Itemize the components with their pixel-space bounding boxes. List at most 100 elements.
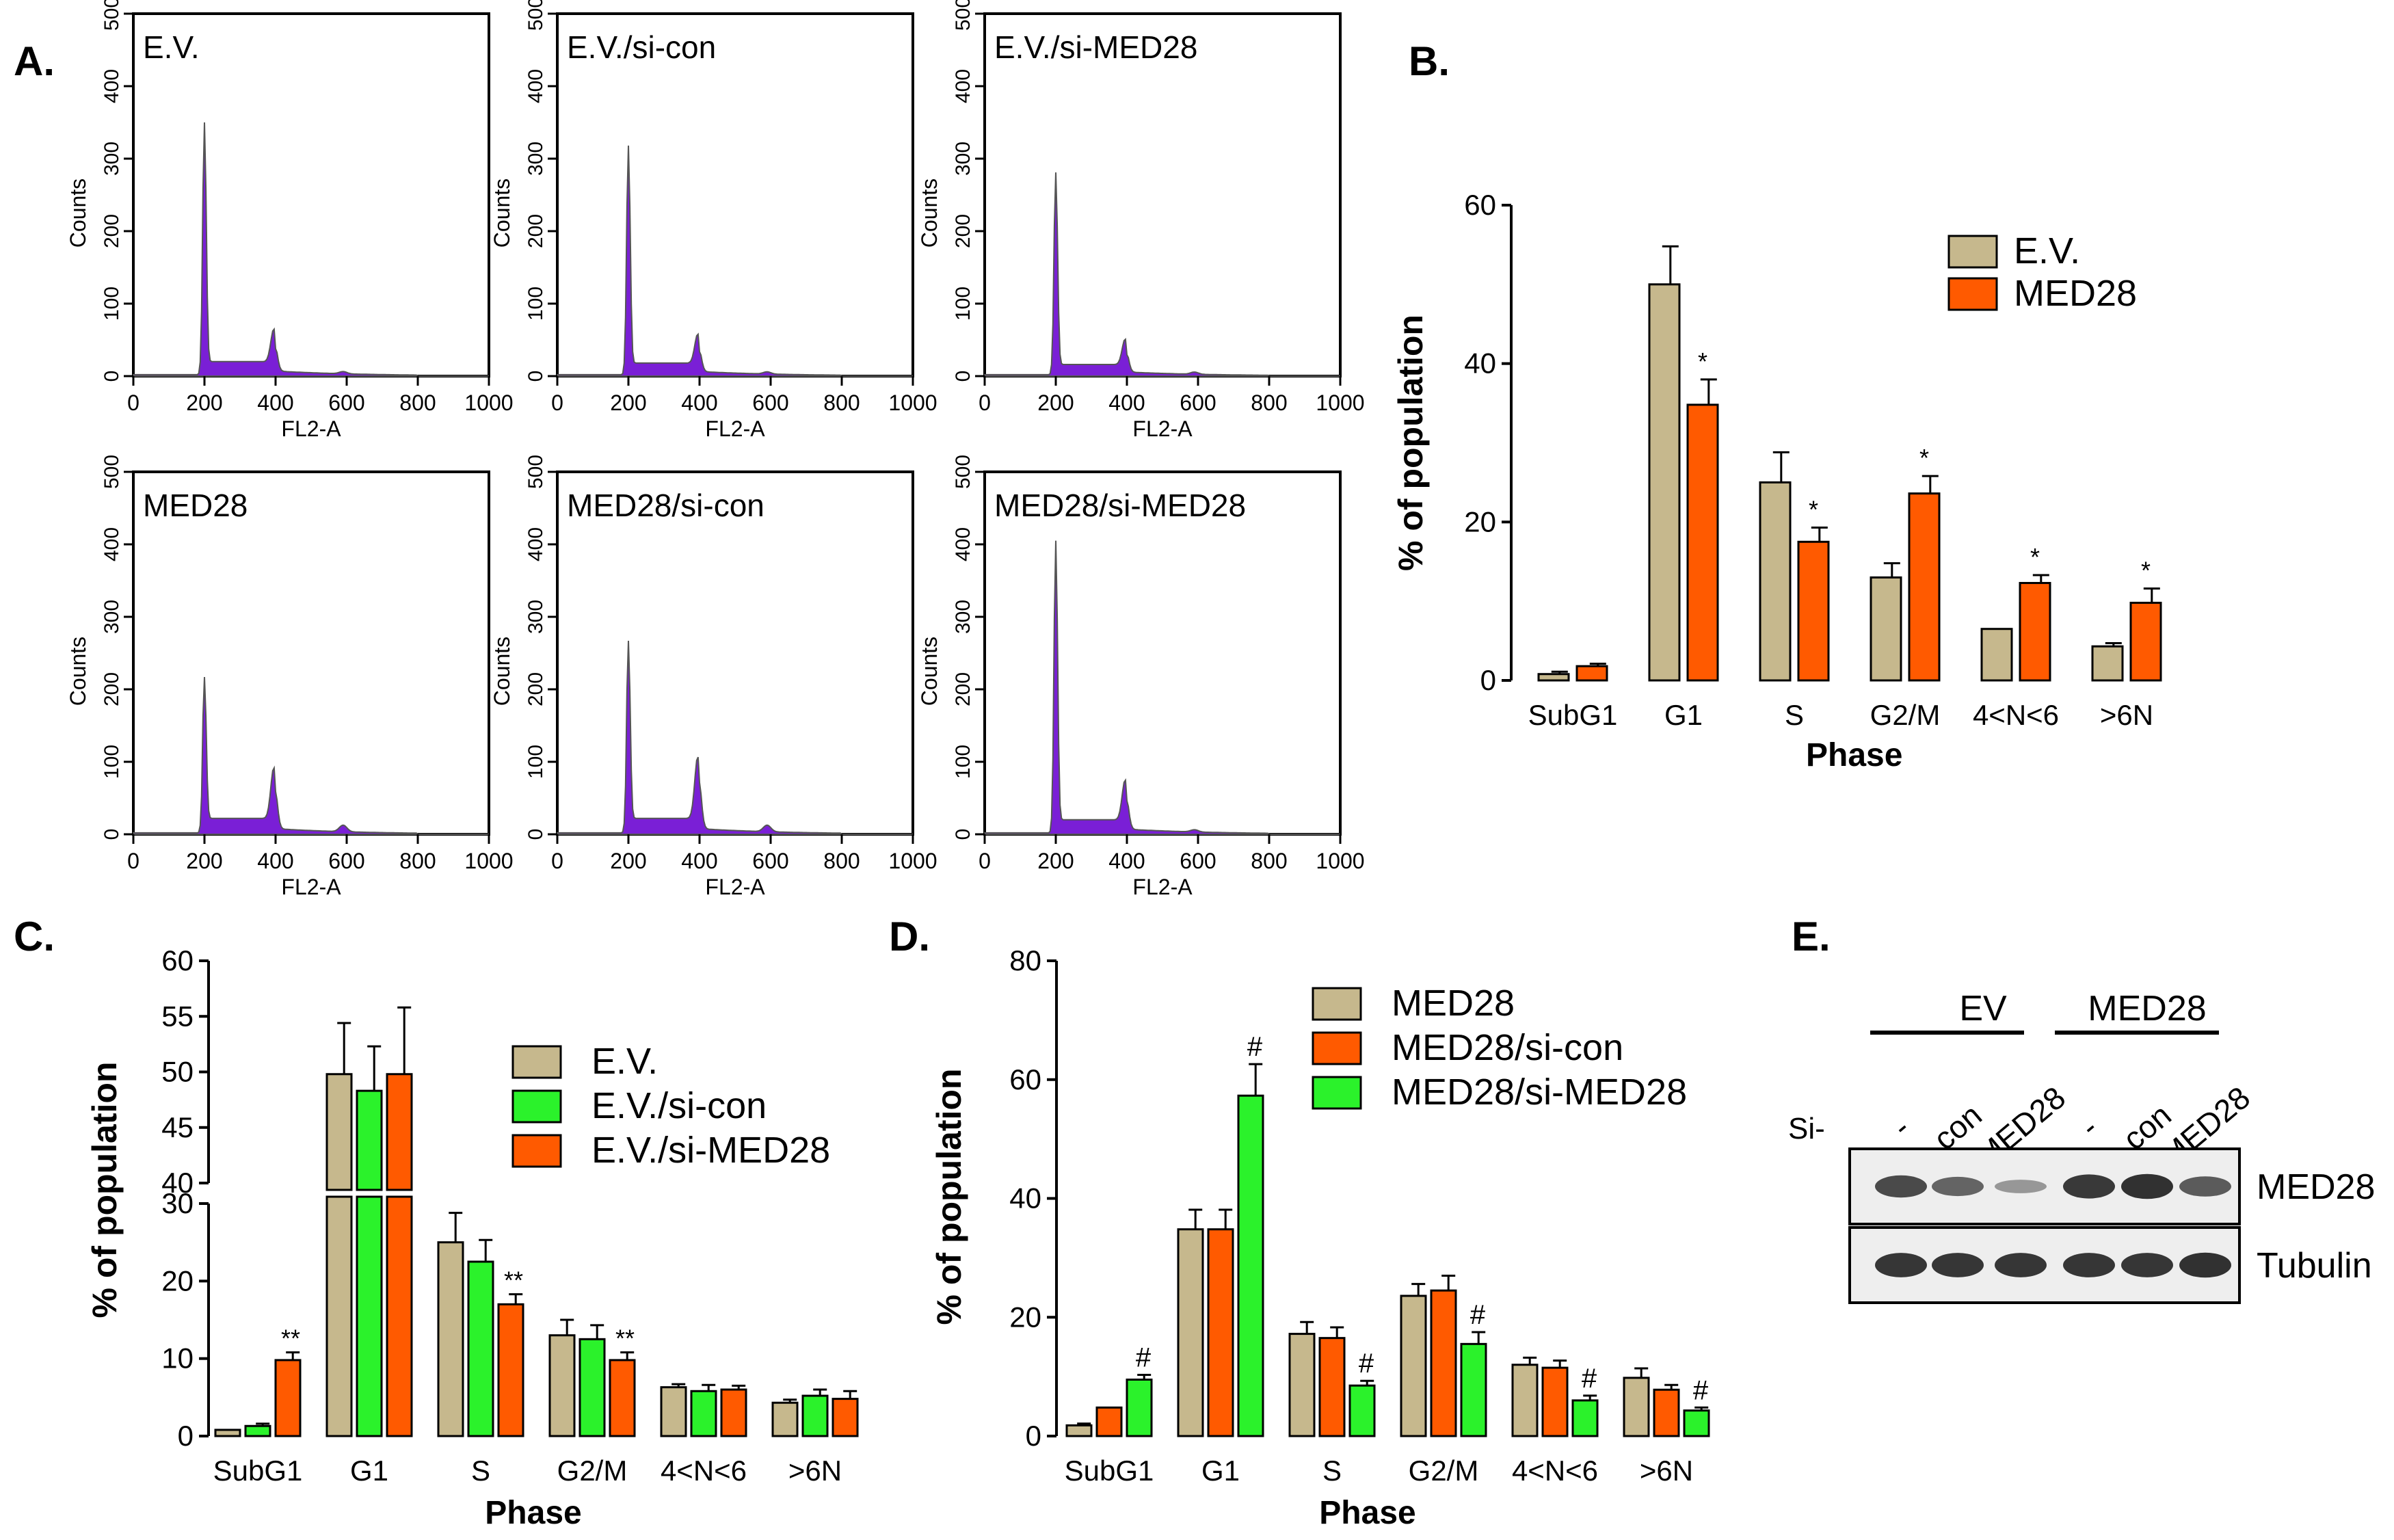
x-tick-label: 4<N<6	[661, 1455, 747, 1487]
y-axis-label: Counts	[490, 178, 514, 248]
panel-b: 0 20 40 60 SubG1 * G1 * S * G2/M * 4<N<6 * >6N Phase % o…	[1392, 189, 2162, 773]
y-tick-label: 100	[101, 745, 123, 779]
legend-label: MED28	[1392, 983, 1515, 1024]
blot-band	[2063, 1174, 2115, 1199]
x-tick-label: G2/M	[1870, 699, 1941, 731]
legend-label: E.V.	[2014, 230, 2080, 271]
x-tick-label: 600	[1180, 390, 1216, 415]
bar-upper	[356, 1089, 383, 1191]
x-tick-label: 400	[257, 849, 293, 873]
x-tick-label: SubG1	[213, 1455, 303, 1487]
y-tick-label: 400	[952, 527, 974, 561]
bar	[1571, 1399, 1599, 1437]
x-tick-label: >6N	[1640, 1455, 1693, 1487]
y-tick-label: 200	[524, 214, 547, 248]
bar	[1908, 492, 1941, 682]
x-tick-label: 1000	[888, 390, 937, 415]
y-tick-label: 60	[161, 944, 194, 977]
x-tick-label: 600	[752, 390, 788, 415]
legend-label: MED28/si-MED28	[1392, 1072, 1687, 1113]
subplot-title: MED28	[143, 488, 248, 523]
y-tick-label: 500	[524, 0, 547, 31]
bar	[1400, 1295, 1427, 1437]
y-axis-label: % of population	[85, 1062, 124, 1318]
y-tick-label: 0	[101, 371, 123, 382]
significance-mark: *	[2141, 557, 2151, 585]
plot-frame	[983, 470, 1342, 836]
blot-band	[1932, 1253, 1984, 1277]
bar	[1537, 673, 1570, 682]
x-tick-label: 400	[681, 390, 717, 415]
y-tick-label: 45	[161, 1111, 194, 1143]
x-axis-label: FL2-A	[1132, 875, 1193, 899]
significance-mark: **	[504, 1266, 523, 1295]
x-tick-label: 1000	[464, 849, 513, 873]
bar	[1686, 403, 1719, 682]
x-tick-label: G2/M	[1409, 1455, 1479, 1487]
plot-frame	[556, 470, 914, 836]
y-tick-label: 60	[1009, 1063, 1041, 1096]
y-tick-label: 60	[1464, 189, 1496, 221]
x-tick-label: 400	[1108, 849, 1145, 873]
y-tick-label: 40	[1009, 1182, 1041, 1214]
x-tick-label: SubG1	[1528, 699, 1618, 731]
blot-group-label: EV	[1959, 989, 2007, 1028]
x-tick-label: 600	[1180, 849, 1216, 873]
y-tick-label: 0	[952, 829, 974, 840]
histogram-subplot-5: 0 100 200 300 400 500 0 200 400 600 800 1000 FL2-A Co…	[490, 455, 937, 899]
panel-label-a: A.	[14, 38, 55, 84]
significance-mark: *	[1809, 495, 1818, 523]
y-tick-label: 80	[1009, 944, 1041, 977]
histogram-subplot-1: 0 100 200 300 400 500 0 200 400 600 800 1000 FL2-A Co…	[66, 0, 514, 441]
y-tick-label: 300	[952, 142, 974, 176]
bar	[1575, 665, 1608, 682]
bar	[1318, 1337, 1346, 1437]
y-tick-label: 0	[524, 371, 547, 382]
y-tick-label: 300	[524, 600, 547, 634]
y-axis-label: % of population	[930, 1069, 968, 1325]
bar	[771, 1401, 799, 1437]
y-tick-label: 200	[101, 672, 123, 706]
bar-lower	[356, 1195, 383, 1437]
significance-mark: **	[615, 1325, 635, 1353]
bar	[609, 1359, 636, 1437]
x-tick-label: 4<N<6	[1973, 699, 2059, 731]
significance-mark: #	[1470, 1300, 1486, 1330]
x-axis-label: FL2-A	[1132, 416, 1193, 441]
plot-frame	[132, 12, 490, 377]
y-tick-label: 0	[1026, 1420, 1041, 1452]
x-tick-label: S	[1785, 699, 1804, 731]
legend-swatch	[1312, 1031, 1362, 1065]
blot-band	[1995, 1180, 2047, 1193]
y-tick-label: 500	[952, 0, 974, 31]
bar	[1288, 1333, 1316, 1437]
x-tick-label: 0	[551, 849, 563, 873]
y-tick-label: 0	[101, 829, 123, 840]
x-tick-label: 800	[823, 390, 860, 415]
x-tick-label: 0	[979, 390, 991, 415]
blot-band	[1875, 1253, 1927, 1277]
x-tick-label: 200	[1037, 390, 1074, 415]
bar	[1797, 540, 1830, 682]
histogram-subplot-3: 0 100 200 300 400 500 0 200 400 600 800 1000 FL2-A Co…	[917, 0, 1365, 441]
y-tick-label: 100	[524, 287, 547, 321]
x-tick-label: 600	[328, 849, 364, 873]
bar	[1541, 1366, 1569, 1437]
bar	[832, 1398, 859, 1437]
x-axis-label: Phase	[485, 1495, 581, 1531]
x-tick-label: 800	[1251, 390, 1287, 415]
y-tick-label: 200	[524, 672, 547, 706]
bar	[1348, 1384, 1376, 1437]
y-tick-label: 40	[161, 1167, 194, 1199]
y-tick-label: 0	[524, 829, 547, 840]
significance-mark: *	[2030, 543, 2040, 571]
y-tick-label: 100	[524, 745, 547, 779]
x-tick-label: 1000	[1316, 390, 1364, 415]
panel-label-e: E.	[1792, 914, 1831, 959]
x-tick-label: 1000	[1316, 849, 1364, 873]
blot-band	[2179, 1252, 2231, 1278]
x-tick-label: SubG1	[1065, 1455, 1154, 1487]
